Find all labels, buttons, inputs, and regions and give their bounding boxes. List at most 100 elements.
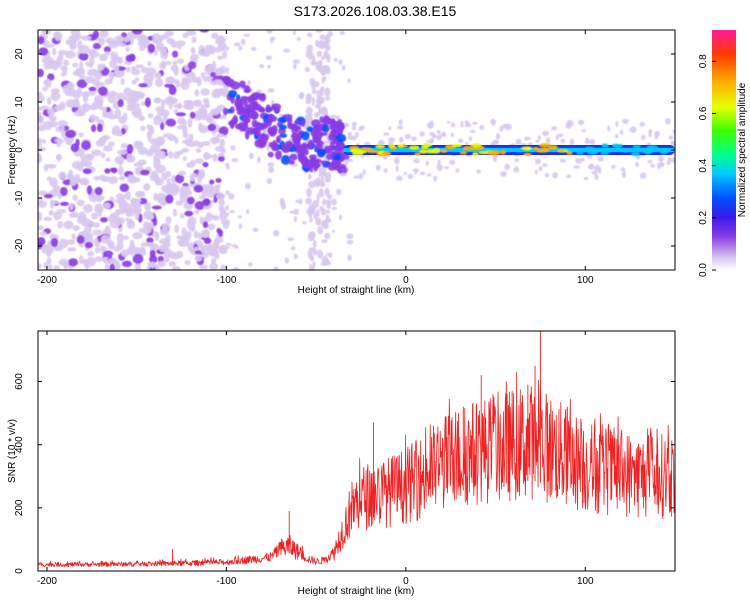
spectrogram-cell (308, 231, 316, 238)
spectrogram-cell (95, 99, 104, 108)
spectrogram-cell (326, 200, 331, 208)
spectrogram-cell (639, 172, 647, 179)
spectrogram-cell (589, 138, 596, 146)
spectrogram-cell (129, 239, 135, 250)
spectrogram-cell (218, 45, 230, 52)
spectrogram-cell (190, 248, 196, 253)
spectrogram-cell (230, 145, 236, 151)
spectrogram-cell (199, 216, 204, 225)
spectrogram-cell (597, 156, 604, 162)
spectrogram-cell (328, 252, 333, 258)
spectrogram-cell (84, 61, 93, 66)
spectrogram-cell (107, 214, 118, 223)
spectrogram-cell (76, 235, 85, 244)
spectrogram-cell (164, 83, 174, 88)
spectrogram-cell (65, 99, 76, 108)
spectrogram-cell (108, 39, 119, 49)
spectrogram-cell (115, 217, 125, 225)
spectrogram-cell (321, 255, 328, 266)
spectrogram-cell (161, 223, 171, 231)
spectrogram-cell (312, 239, 317, 248)
spectrogram-cell (115, 65, 120, 75)
spectrogram-cell (308, 204, 315, 214)
spectrogram-cell (218, 205, 223, 212)
spectrogram-cell (426, 122, 434, 129)
spectrogram-cell (546, 137, 551, 144)
spectrogram-cell (84, 75, 95, 84)
spectrogram-cell (209, 118, 214, 126)
spectrogram-cell (176, 235, 183, 240)
snr-x-tick-label: -200 (37, 576, 57, 587)
spectrogram-cell (137, 146, 148, 156)
snr-frame (37, 330, 676, 572)
spectrogram-cell (214, 107, 219, 114)
spectrogram-cell (117, 149, 128, 156)
spectrogram-cell (122, 112, 128, 122)
spectrogram-cell (324, 187, 330, 197)
spectrogram-cell (60, 65, 68, 72)
colorbar-tick-label: 0.2 (698, 210, 709, 224)
spectrogram-cell (139, 197, 148, 205)
spectrogram-cell (130, 197, 137, 204)
spectrogram-cell (241, 122, 249, 132)
spectrogram-cell (268, 141, 273, 148)
spectrogram-cell (315, 136, 322, 142)
spectrogram-cell (208, 262, 219, 270)
spectrogram-cell (575, 158, 582, 164)
spectrogram-cell (116, 232, 125, 243)
spectrogram-cell (132, 30, 143, 35)
spectrogram-cell (113, 130, 123, 137)
spectrogram-cell (103, 46, 111, 53)
spectrogram-cell (499, 171, 507, 177)
spectrogram-cell (587, 150, 599, 155)
spectrogram-cell (173, 266, 179, 270)
spectrogram-cell (195, 148, 202, 153)
spectrogram-cell (87, 48, 97, 55)
spectrogram-cell (125, 54, 135, 62)
spectrogram-cell (187, 196, 195, 205)
spectrogram-cell (73, 98, 79, 108)
spectrogram-cell (62, 59, 70, 67)
spectrogram-y-tick-label: 0 (14, 147, 25, 153)
spectrogram-cell (539, 147, 550, 153)
spectrogram-cell (126, 143, 134, 154)
spectrogram-cell (665, 117, 671, 125)
spectrogram-cell (388, 137, 396, 143)
spectrogram-cell (194, 209, 200, 215)
spectrogram-cell (243, 88, 250, 93)
snr-series-line (38, 371, 675, 568)
colorbar-tick-label: 0.0 (698, 263, 709, 277)
spectrogram-cell (557, 148, 565, 153)
spectrogram-cell (621, 171, 626, 178)
spectrogram-cell (193, 230, 199, 239)
spectrogram-cell (50, 238, 59, 247)
spectrogram-cell (43, 194, 53, 199)
spectrogram-cell (237, 215, 243, 219)
spectrogram-cell (212, 136, 220, 143)
spectrogram-cell (44, 43, 55, 48)
spectrogram-cell (144, 202, 152, 212)
spectrogram-cell (38, 153, 42, 163)
snr-plot-area (38, 371, 675, 568)
spectrogram-cell (460, 121, 464, 128)
spectrogram-cell (620, 167, 626, 172)
spectrogram-cell (495, 132, 501, 140)
spectrogram-cell (649, 148, 660, 152)
spectrogram-cell (116, 240, 124, 251)
spectrogram-y-tick-label: -20 (14, 238, 25, 253)
spectrogram-cell (457, 138, 464, 144)
spectrogram-cell (107, 257, 118, 265)
spectrogram-cell (138, 115, 146, 122)
spectrogram-cell (388, 125, 392, 131)
spectrogram-cell (139, 44, 146, 52)
spectrogram-cell (149, 255, 158, 263)
spectrogram-cell (335, 188, 342, 196)
spectrogram-cell (38, 142, 42, 148)
spectrogram-cell (309, 216, 313, 223)
spectrogram-cell (426, 140, 433, 144)
spectrogram-cell (99, 136, 108, 142)
spectrogram-y-tick-label: -10 (14, 190, 25, 205)
spectrogram-cell (247, 80, 251, 86)
spectrogram-cell (83, 218, 92, 228)
spectrogram-cell (151, 205, 162, 210)
